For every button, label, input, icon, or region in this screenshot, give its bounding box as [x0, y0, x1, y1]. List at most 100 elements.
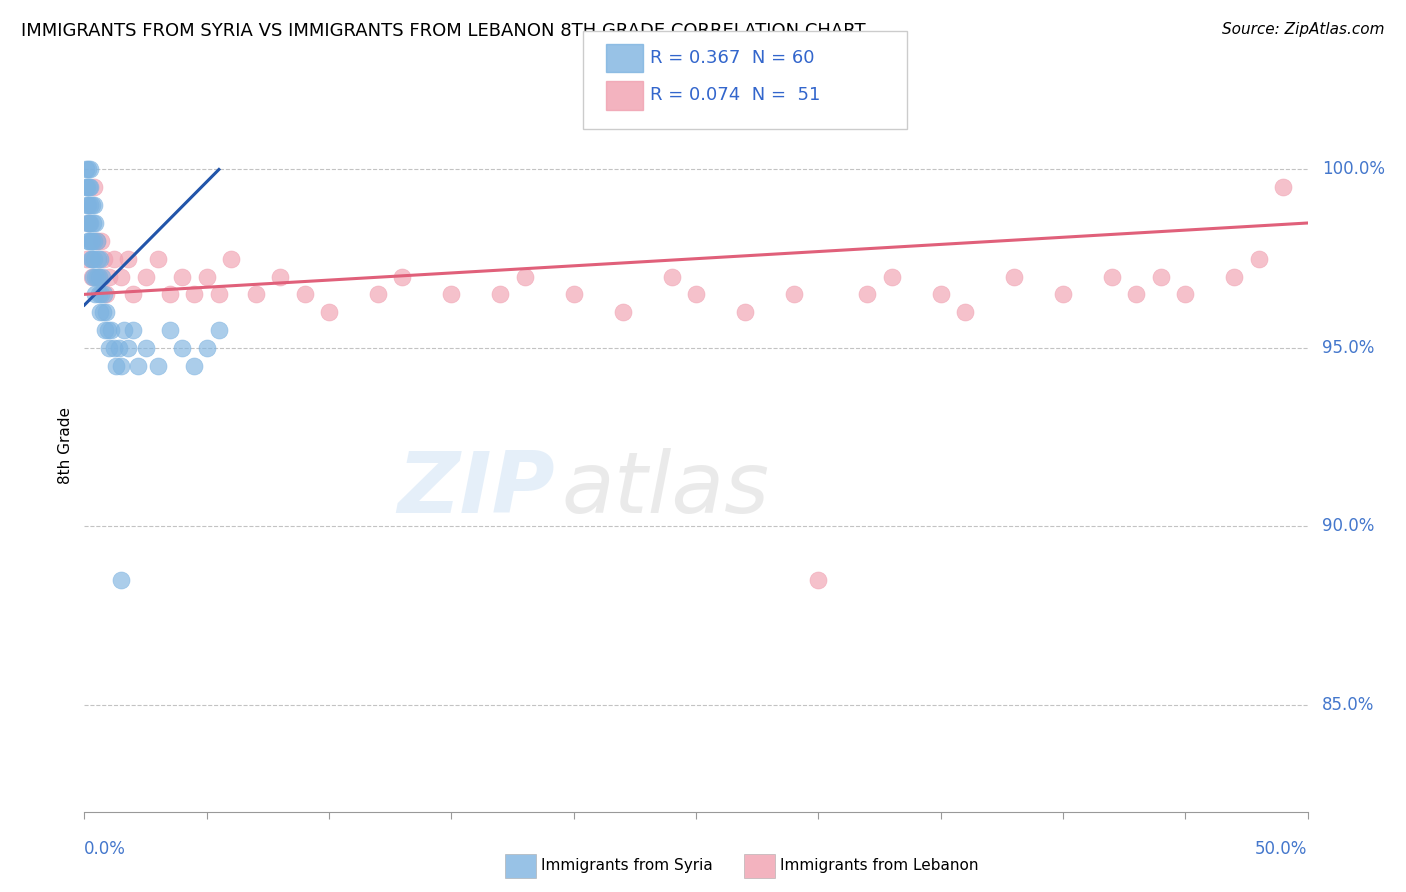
Point [82, 216, 104, 230]
Point [79, 180, 101, 194]
Text: 90.0%: 90.0% [1322, 517, 1375, 535]
Point [208, 287, 231, 301]
Point [103, 341, 125, 355]
Point [80, 269, 103, 284]
Point [1247, 252, 1270, 266]
Point [82, 252, 104, 266]
Point [562, 287, 585, 301]
Point [807, 573, 830, 587]
Point [127, 359, 149, 373]
Point [86, 234, 108, 248]
Point [100, 323, 122, 337]
Point [110, 269, 132, 284]
Point [1150, 269, 1173, 284]
Point [1002, 269, 1025, 284]
Point [76, 216, 98, 230]
Point [391, 269, 413, 284]
Point [75, 162, 97, 177]
Point [195, 269, 218, 284]
Point [112, 323, 135, 337]
Point [1125, 287, 1147, 301]
Point [91, 305, 114, 319]
Point [84, 269, 107, 284]
Point [245, 287, 267, 301]
Point [87, 269, 110, 284]
Point [77, 162, 100, 177]
Point [97, 269, 120, 284]
Point [783, 287, 806, 301]
Point [80, 234, 103, 248]
Point [103, 252, 125, 266]
Point [84, 287, 107, 301]
Point [86, 234, 108, 248]
Point [1223, 269, 1246, 284]
Text: 0.0%: 0.0% [84, 840, 127, 858]
Point [269, 269, 291, 284]
Y-axis label: 8th Grade: 8th Grade [58, 408, 73, 484]
Point [856, 287, 879, 301]
Point [117, 341, 139, 355]
Point [367, 287, 389, 301]
Point [94, 323, 117, 337]
Text: Source: ZipAtlas.com: Source: ZipAtlas.com [1222, 22, 1385, 37]
Point [93, 252, 115, 266]
Point [83, 198, 105, 212]
Point [159, 287, 181, 301]
Point [146, 359, 169, 373]
Point [77, 198, 100, 212]
Point [77, 216, 100, 230]
Text: Immigrants from Lebanon: Immigrants from Lebanon [780, 858, 979, 872]
Text: R = 0.367  N = 60: R = 0.367 N = 60 [650, 49, 814, 67]
Point [87, 269, 110, 284]
Point [734, 305, 756, 319]
Point [89, 252, 111, 266]
Text: Immigrants from Syria: Immigrants from Syria [541, 858, 713, 872]
Point [661, 269, 683, 284]
Point [77, 234, 100, 248]
Point [79, 216, 101, 230]
Point [1272, 180, 1295, 194]
Point [294, 287, 316, 301]
Point [83, 180, 105, 194]
Point [90, 234, 112, 248]
Point [183, 287, 205, 301]
Point [97, 341, 120, 355]
Point [89, 305, 111, 319]
Text: 95.0%: 95.0% [1322, 339, 1375, 357]
Point [82, 269, 104, 284]
Point [76, 198, 98, 212]
Point [440, 287, 463, 301]
Point [80, 234, 103, 248]
Point [83, 234, 105, 248]
Point [183, 359, 205, 373]
Point [135, 341, 157, 355]
Text: 85.0%: 85.0% [1322, 696, 1375, 714]
Point [96, 305, 118, 319]
Point [79, 198, 101, 212]
Point [685, 287, 707, 301]
Point [93, 287, 115, 301]
Point [172, 341, 194, 355]
Point [76, 180, 98, 194]
Point [117, 252, 139, 266]
Text: 100.0%: 100.0% [1322, 161, 1385, 178]
Point [76, 252, 98, 266]
Point [80, 252, 103, 266]
Point [76, 234, 98, 248]
Point [489, 287, 512, 301]
Point [87, 287, 110, 301]
Point [172, 269, 194, 284]
Point [110, 359, 132, 373]
Point [86, 269, 108, 284]
Point [83, 216, 105, 230]
Point [87, 252, 110, 266]
Point [880, 269, 903, 284]
Text: 50.0%: 50.0% [1256, 840, 1308, 858]
Point [83, 252, 105, 266]
Point [513, 269, 536, 284]
Point [612, 305, 634, 319]
Point [122, 287, 145, 301]
Text: IMMIGRANTS FROM SYRIA VS IMMIGRANTS FROM LEBANON 8TH GRADE CORRELATION CHART: IMMIGRANTS FROM SYRIA VS IMMIGRANTS FROM… [21, 22, 866, 40]
Text: ZIP: ZIP [398, 449, 555, 532]
Point [110, 573, 132, 587]
